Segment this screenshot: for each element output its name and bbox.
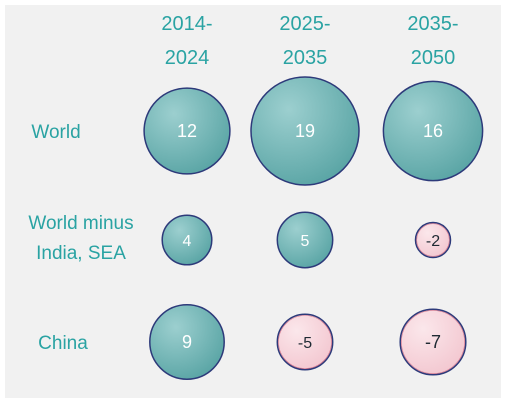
bubble (276, 211, 334, 269)
bubble (250, 76, 360, 186)
bubble (143, 87, 231, 175)
bubble-value-label: -7 (425, 332, 441, 352)
row-label: World (31, 122, 80, 143)
row-labels: World World minus India, SEA China (28, 122, 133, 354)
bubble-value-label: -2 (426, 233, 440, 250)
bubbles: 12 19 16 4 5 -2 9 -5 -7 (143, 76, 484, 380)
bubble-inner-ring (416, 223, 450, 257)
column-header: 2025-2035 (279, 13, 330, 69)
bubble-value-label: 12 (177, 121, 197, 141)
bubble-value-label: 5 (301, 233, 310, 250)
bubble (414, 221, 452, 259)
bubble-value-label: 4 (183, 233, 192, 250)
column-header: 2014-2024 (161, 13, 212, 69)
bubble-value-label: 16 (423, 121, 443, 141)
row-label: China (38, 333, 88, 354)
column-header: 2035-2050 (407, 13, 458, 69)
bubble-value-label: 19 (295, 121, 315, 141)
bubble-value-label: -5 (298, 335, 312, 352)
bubble (399, 308, 467, 376)
row-label: World minus India, SEA (28, 213, 133, 264)
column-headers: 2014-2024 2025-2035 2035-2050 (161, 13, 458, 69)
bubble (382, 80, 484, 182)
bubble-inner-ring (278, 315, 332, 369)
bubble-value-label: 9 (182, 332, 192, 352)
bubble (276, 313, 334, 371)
bubble-inner-ring (401, 310, 465, 374)
bubble (161, 214, 213, 266)
bubble (149, 304, 225, 380)
